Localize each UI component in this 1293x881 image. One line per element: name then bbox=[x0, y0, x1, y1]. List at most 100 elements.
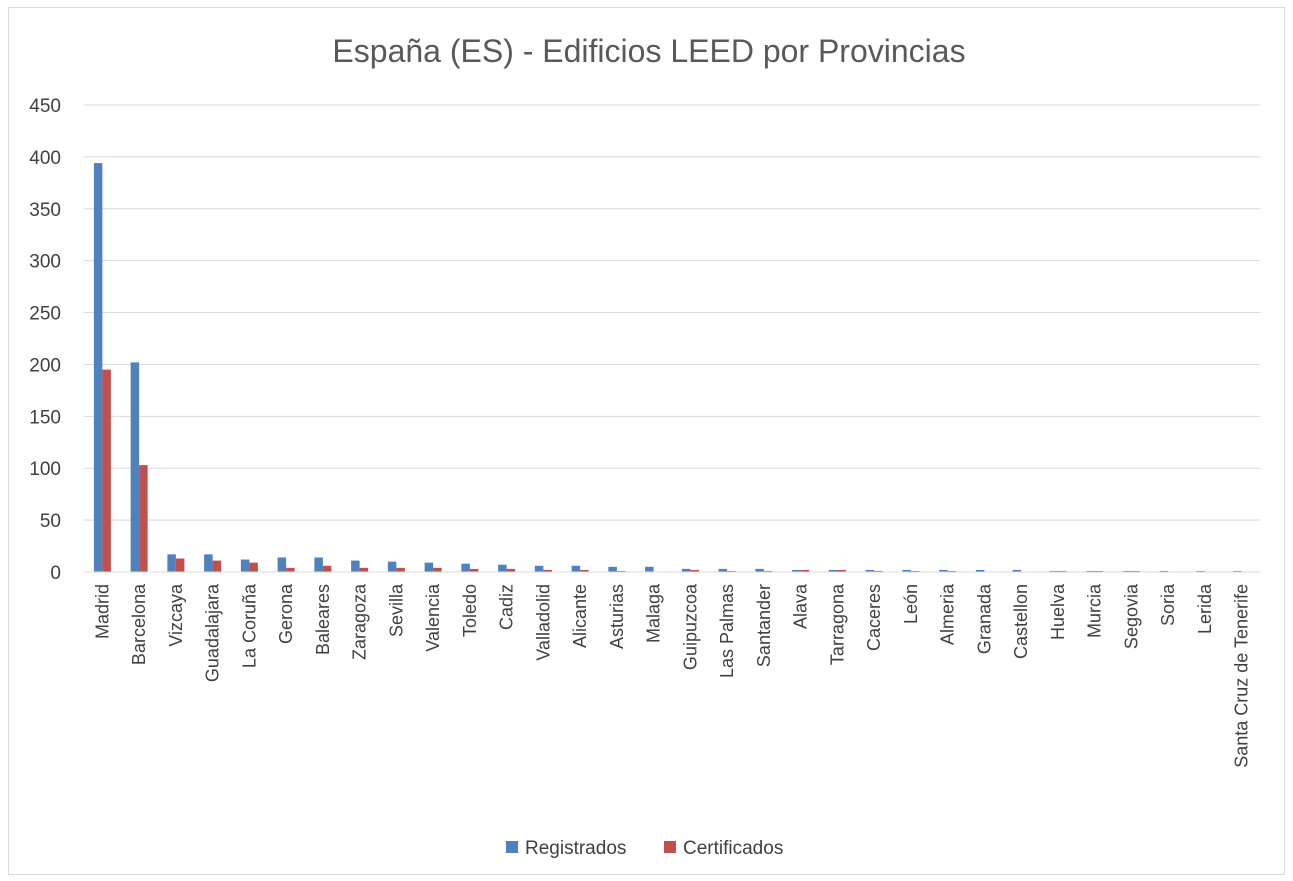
bar-certificados bbox=[433, 567, 442, 572]
bar-registrados bbox=[1233, 570, 1242, 572]
bar-registrados bbox=[571, 565, 581, 572]
bar-registrados bbox=[718, 568, 728, 572]
y-tick-label: 300 bbox=[29, 252, 61, 273]
legend-label-registrados: Registrados bbox=[525, 838, 626, 859]
y-tick-label: 400 bbox=[29, 148, 61, 169]
x-tick-label: Santa Cruz de Tenerife bbox=[1232, 584, 1252, 768]
x-tick-label: Castellon bbox=[1011, 584, 1031, 659]
x-tick-label: Huelva bbox=[1048, 583, 1068, 640]
bar-registrados bbox=[865, 569, 875, 572]
y-tick-label: 50 bbox=[40, 511, 61, 532]
bar-certificados bbox=[947, 570, 957, 572]
bar-certificados bbox=[359, 567, 369, 572]
x-tick-label: La Coruña bbox=[239, 583, 259, 668]
bar-registrados bbox=[93, 163, 103, 573]
x-tick-label: Segovia bbox=[1121, 583, 1141, 649]
bar-registrados bbox=[1196, 570, 1205, 572]
y-tick-label: 100 bbox=[29, 459, 61, 480]
x-tick-label: Cadiz bbox=[497, 584, 517, 630]
legend-swatch-registrados bbox=[506, 841, 518, 853]
x-tick-label: Lerida bbox=[1195, 583, 1215, 634]
bar-registrados bbox=[755, 568, 764, 572]
bar-certificados bbox=[286, 567, 295, 572]
x-tick-label: Vizcaya bbox=[166, 583, 186, 647]
x-tick-label: Santander bbox=[754, 584, 774, 667]
y-tick-label: 0 bbox=[50, 563, 61, 584]
bar-registrados bbox=[939, 569, 948, 572]
bar-registrados bbox=[608, 566, 617, 572]
x-axis: Madrid Barcelona Vizcaya Guadalajara La Coru… bbox=[84, 571, 1260, 768]
bar-registrados bbox=[351, 560, 360, 572]
y-tick-label: 350 bbox=[29, 200, 61, 221]
y-tick-label: 250 bbox=[29, 304, 61, 325]
y-tick-label: 200 bbox=[29, 355, 61, 376]
bar-registrados bbox=[1049, 570, 1058, 572]
x-tick-label: Guadalajara bbox=[203, 583, 223, 682]
gridlines bbox=[84, 104, 1260, 573]
bar-certificados bbox=[874, 570, 883, 572]
bar-registrados bbox=[167, 554, 176, 572]
x-tick-label: Gerona bbox=[276, 583, 296, 644]
bar-certificados bbox=[506, 568, 516, 572]
x-tick-label: León bbox=[901, 584, 921, 624]
x-tick-label: Toledo bbox=[460, 584, 480, 637]
bar-registrados bbox=[277, 557, 287, 572]
chart-frame bbox=[8, 7, 1285, 875]
x-tick-label: Barcelona bbox=[129, 583, 149, 665]
bar-certificados bbox=[396, 567, 405, 572]
x-tick-label: Alava bbox=[791, 583, 811, 629]
bar-certificados bbox=[543, 569, 552, 572]
x-tick-label: Granada bbox=[974, 583, 994, 654]
bar-registrados bbox=[681, 568, 691, 572]
x-tick-label: Almeria bbox=[938, 583, 958, 645]
bar-certificados bbox=[249, 562, 258, 572]
bar-registrados bbox=[240, 559, 250, 572]
x-tick-label: Las Palmas bbox=[717, 584, 737, 678]
bar-certificados bbox=[763, 570, 773, 572]
bar-registrados bbox=[424, 562, 434, 572]
bar-registrados bbox=[387, 561, 397, 572]
bar-certificados bbox=[175, 558, 185, 572]
x-tick-label: Valladolid bbox=[533, 584, 553, 661]
x-tick-label: Baleares bbox=[313, 584, 333, 655]
bar-certificados bbox=[1057, 570, 1067, 572]
x-tick-label: Valencia bbox=[423, 583, 443, 652]
bar-certificados bbox=[616, 570, 626, 572]
bar-certificados bbox=[212, 560, 222, 572]
bar-certificados bbox=[690, 569, 699, 572]
y-tick-label: 150 bbox=[29, 407, 61, 428]
bar-registrados bbox=[792, 569, 801, 572]
y-tick-label: 450 bbox=[29, 96, 61, 117]
bar-registrados bbox=[461, 563, 470, 572]
bar-registrados bbox=[204, 554, 213, 572]
bar-registrados bbox=[498, 564, 507, 572]
x-tick-label: Asturias bbox=[607, 584, 627, 649]
bar-registrados bbox=[1159, 570, 1169, 572]
bar-registrados bbox=[1012, 569, 1022, 572]
bar-registrados bbox=[975, 569, 985, 572]
bar-certificados bbox=[837, 569, 846, 572]
x-tick-label: Caceres bbox=[864, 584, 884, 651]
x-tick-label: Zaragoza bbox=[350, 583, 370, 660]
legend: Registrados Certificados bbox=[506, 838, 783, 859]
bars bbox=[93, 163, 1242, 573]
bar-certificados bbox=[580, 569, 589, 572]
x-tick-label: Guipuzcoa bbox=[680, 583, 700, 670]
x-tick-label: Soria bbox=[1158, 583, 1178, 626]
bar-registrados bbox=[314, 557, 323, 572]
x-tick-label: Malaga bbox=[644, 583, 664, 643]
bar-certificados bbox=[322, 565, 332, 572]
x-tick-label: Tarragona bbox=[827, 583, 847, 665]
bar-certificados bbox=[727, 570, 736, 572]
x-tick-label: Sevilla bbox=[386, 583, 406, 637]
bar-registrados bbox=[828, 569, 838, 572]
bar-certificados bbox=[1131, 570, 1140, 572]
legend-label-certificados: Certificados bbox=[683, 838, 783, 859]
bar-certificados bbox=[800, 569, 810, 572]
chart-title: España (ES) - Edificios LEED por Provinc… bbox=[332, 33, 965, 69]
bar-registrados bbox=[130, 362, 140, 572]
x-tick-label: Murcia bbox=[1085, 583, 1105, 638]
bar-certificados bbox=[910, 570, 920, 572]
legend-swatch-certificados bbox=[664, 841, 676, 853]
